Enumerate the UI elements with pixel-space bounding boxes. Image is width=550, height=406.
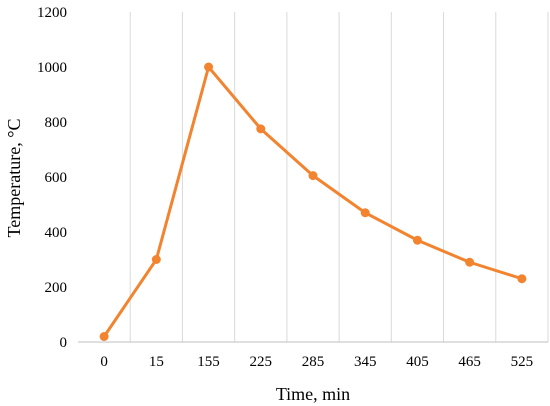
y-tick-label: 200	[45, 280, 68, 296]
x-tick-label: 525	[511, 354, 534, 370]
data-point	[360, 208, 370, 218]
data-point	[308, 171, 318, 181]
x-axis-title: Time, min	[276, 384, 350, 404]
x-tick-label: 285	[302, 354, 325, 370]
data-point	[256, 124, 266, 134]
y-tick-labels: 0 200 400 600 800 1000 1200	[37, 5, 67, 351]
data-point	[99, 332, 109, 341]
grid-lines	[129, 12, 549, 342]
x-tick-label: 0	[100, 354, 108, 370]
x-tick-label: 225	[250, 354, 273, 370]
x-tick-label: 15	[149, 354, 164, 370]
x-tick-label: 465	[458, 354, 481, 370]
x-tick-label: 345	[354, 354, 377, 370]
data-point	[204, 62, 214, 72]
y-tick-label: 1200	[37, 5, 67, 21]
data-point	[465, 257, 475, 267]
x-tick-label: 405	[406, 354, 429, 370]
data-point	[151, 255, 161, 264]
data-point	[517, 274, 527, 284]
series-line	[102, 65, 524, 338]
y-axis-title: Temperature, °C	[4, 119, 24, 238]
y-tick-label: 1000	[37, 60, 67, 76]
data-point	[412, 235, 422, 245]
series-temperature	[99, 62, 527, 341]
y-tick-label: 800	[45, 115, 68, 131]
x-tick-label: 155	[197, 354, 220, 370]
x-tick-labels: 0 15 155 225 285 345 405 465 525	[100, 354, 533, 370]
y-tick-label: 0	[60, 335, 68, 351]
y-tick-label: 600	[45, 170, 68, 186]
y-tick-label: 400	[45, 225, 68, 241]
